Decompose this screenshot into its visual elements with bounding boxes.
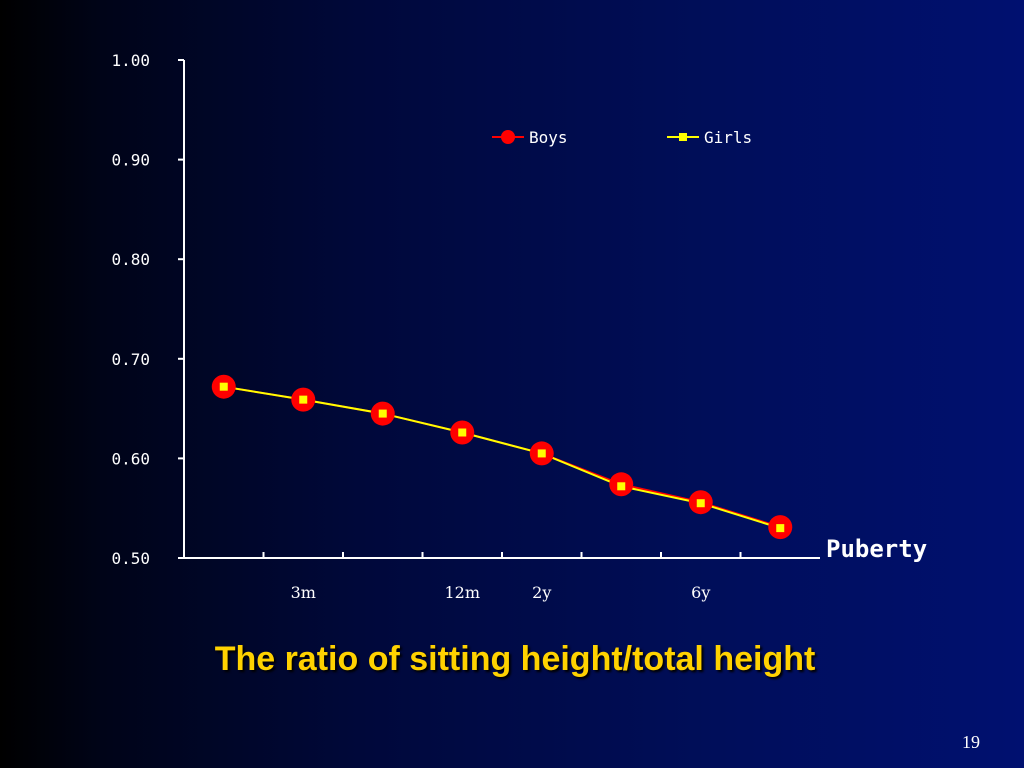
line-chart: 0.50 0.60 0.70 0.80 0.90 1.00 3m 12m 2y 6y Boys G… bbox=[111, 51, 927, 602]
chart-legend: Boys Girls bbox=[492, 128, 752, 147]
x-tick-label: 2y bbox=[532, 583, 551, 602]
y-tick-label: 0.80 bbox=[111, 250, 150, 269]
data-point-girls bbox=[537, 449, 546, 458]
data-point-girls bbox=[617, 482, 626, 491]
series-line-girls bbox=[223, 385, 781, 530]
data-point-girls bbox=[299, 395, 308, 404]
legend-marker-girls bbox=[679, 133, 687, 141]
y-axis-ticks: 0.50 0.60 0.70 0.80 0.90 1.00 bbox=[111, 51, 184, 568]
y-tick-label: 0.60 bbox=[111, 449, 150, 468]
slide-title: The ratio of sitting height/total height bbox=[214, 640, 816, 678]
legend-label-boys: Boys bbox=[529, 128, 568, 147]
legend-label-girls: Girls bbox=[704, 128, 752, 147]
x-axis-ticks: 3m 12m 2y 6y bbox=[262, 552, 742, 602]
series-layer bbox=[211, 374, 793, 540]
y-tick-label: 0.90 bbox=[111, 151, 150, 170]
page-number: 19 bbox=[962, 732, 980, 752]
data-point-girls bbox=[458, 428, 467, 437]
x-axis-end-label: Puberty bbox=[826, 535, 927, 563]
y-tick-label: 1.00 bbox=[111, 51, 150, 70]
x-tick-label: 12m bbox=[444, 583, 480, 602]
x-tick-label: 6y bbox=[691, 583, 710, 602]
data-point-girls bbox=[378, 409, 387, 418]
data-point-girls bbox=[696, 499, 705, 508]
legend-marker-boys bbox=[501, 130, 515, 144]
x-tick-label: 3m bbox=[291, 583, 316, 602]
y-tick-label: 0.50 bbox=[111, 549, 150, 568]
data-point-girls bbox=[776, 524, 785, 533]
y-tick-label: 0.70 bbox=[111, 350, 150, 369]
data-point-girls bbox=[219, 382, 228, 391]
